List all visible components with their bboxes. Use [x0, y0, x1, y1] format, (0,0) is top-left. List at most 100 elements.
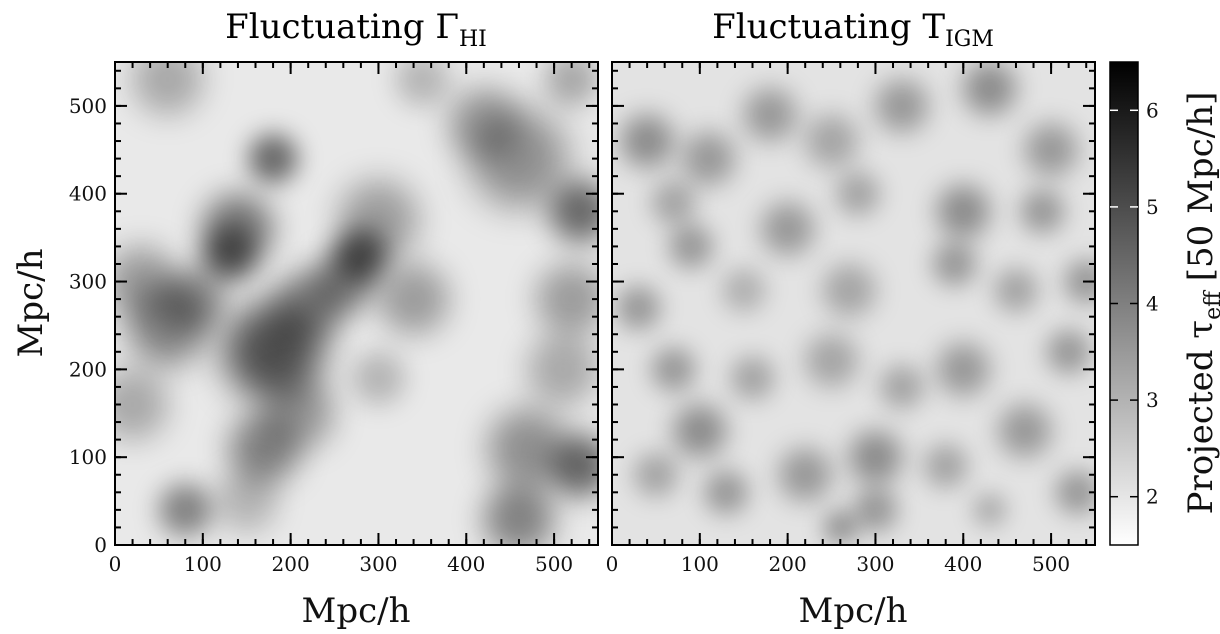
- y-tick-label: 0: [94, 533, 107, 557]
- dark-region: [704, 470, 749, 515]
- dark-region: [215, 470, 278, 532]
- dark-region: [875, 79, 929, 133]
- x-axis-label: Mpc/h: [799, 591, 908, 631]
- heatmap-regions: [115, 62, 598, 545]
- dark-region: [224, 303, 322, 401]
- x-tick-label: 200: [769, 552, 807, 576]
- colorbar: 2 3 4 5 6 Projected τeff [50 Mpc/h]: [1109, 61, 1220, 546]
- x-tick-label: 0: [109, 552, 122, 576]
- dark-region: [273, 272, 344, 344]
- heatmap-background: [115, 62, 598, 545]
- dark-region: [352, 351, 405, 405]
- dark-region: [923, 444, 968, 488]
- dark-region: [115, 246, 177, 317]
- x-tick-label: 300: [856, 552, 894, 576]
- dark-region: [849, 430, 902, 484]
- dark-region: [616, 285, 661, 330]
- axis-ticks: 0 100 200 300 400 500 0 100 200 300 400 500: [69, 62, 598, 576]
- dark-region: [1064, 259, 1095, 304]
- plot-frame: [114, 61, 599, 546]
- dark-region: [1020, 189, 1065, 234]
- colorbar-tick-label: 6: [1146, 98, 1159, 122]
- dark-region: [721, 268, 766, 313]
- dark-region: [963, 62, 1016, 115]
- panel-title-t-igm: Fluctuating TIGM: [712, 7, 994, 52]
- dark-region: [932, 242, 977, 286]
- dark-region: [620, 114, 674, 168]
- dark-region: [633, 452, 678, 497]
- dark-region: [879, 364, 924, 409]
- panel-title-t-igm-sub: IGM: [945, 27, 994, 52]
- dark-region: [549, 180, 598, 243]
- colorbar-ticks: 2 3 4 5 6: [1110, 98, 1159, 509]
- colorbar-label-suffix: [50 Mpc/h]: [1181, 92, 1220, 282]
- panel-title-gamma-hi-sub: HI: [459, 27, 487, 52]
- heatmap-regions: [616, 62, 1095, 545]
- dark-region: [338, 180, 418, 260]
- y-tick-label: 200: [69, 357, 107, 381]
- x-tick-label: 0: [606, 552, 619, 576]
- axis-ticks: 0 100 200 300 400 500: [606, 62, 1095, 576]
- colorbar-label: Projected τeff [50 Mpc/h]: [1181, 92, 1220, 515]
- panel-title-gamma-hi-base: Fluctuating Γ: [225, 7, 459, 47]
- panel-title-t-igm-base: Fluctuating T: [712, 7, 945, 47]
- dark-region: [448, 88, 519, 159]
- x-axis-label: Mpc/h: [302, 591, 411, 631]
- dark-region: [229, 413, 300, 484]
- colorbar-label-sub: eff: [1201, 290, 1220, 320]
- dark-region: [470, 110, 568, 207]
- dark-region: [264, 378, 335, 449]
- dark-region: [805, 114, 858, 168]
- dark-region: [972, 492, 1008, 528]
- panel-t-igm: Fluctuating TIGM 0 100 200 300 400 500 Mpc/h: [606, 7, 1096, 631]
- x-tick-label: 500: [535, 552, 573, 576]
- dark-region: [1055, 470, 1095, 515]
- dark-region: [202, 228, 256, 282]
- x-tick-label: 100: [681, 552, 719, 576]
- plot-frame: [611, 61, 1096, 546]
- dark-region: [527, 334, 598, 405]
- dark-region: [761, 202, 814, 256]
- dark-region: [396, 62, 449, 106]
- x-tick-label: 400: [447, 552, 485, 576]
- dark-region: [488, 408, 568, 488]
- dark-region: [128, 285, 208, 365]
- dark-region: [158, 483, 212, 537]
- dark-region: [163, 268, 225, 330]
- dark-region: [743, 88, 797, 142]
- colorbar-tick-label: 5: [1146, 195, 1159, 219]
- x-tick-label: 400: [944, 552, 982, 576]
- dark-region: [1046, 329, 1091, 374]
- dark-region: [994, 268, 1038, 313]
- dark-region: [378, 263, 449, 335]
- dark-region: [536, 263, 598, 335]
- dark-region: [682, 132, 735, 185]
- dark-region: [545, 62, 598, 106]
- dark-region: [549, 435, 598, 497]
- dark-region: [822, 263, 876, 317]
- x-tick-label: 100: [184, 552, 222, 576]
- colorbar-label-base: Projected τ: [1181, 320, 1220, 514]
- x-tick-label: 300: [359, 552, 397, 576]
- dark-region: [651, 180, 696, 225]
- dark-region: [248, 134, 298, 184]
- panel-gamma-hi: Fluctuating ΓHI 0 100 200 300 400 500 0 100 200 3…: [11, 7, 599, 631]
- y-axis-label: Mpc/h: [11, 249, 51, 358]
- dark-region: [1024, 123, 1078, 177]
- dark-region: [835, 171, 880, 216]
- dark-region: [669, 224, 713, 269]
- dark-region: [936, 343, 990, 396]
- dark-region: [998, 404, 1052, 458]
- colorbar-tick-label: 4: [1146, 292, 1159, 316]
- dark-region: [822, 509, 858, 545]
- dark-region: [853, 487, 898, 532]
- y-tick-label: 100: [69, 445, 107, 469]
- dark-region: [483, 483, 555, 545]
- y-tick-label: 300: [69, 270, 107, 294]
- dark-region: [312, 250, 375, 313]
- x-tick-label: 500: [1032, 552, 1070, 576]
- dark-region: [936, 184, 990, 238]
- panel-title-gamma-hi: Fluctuating ΓHI: [225, 7, 487, 52]
- colorbar-tick-label: 2: [1146, 485, 1159, 509]
